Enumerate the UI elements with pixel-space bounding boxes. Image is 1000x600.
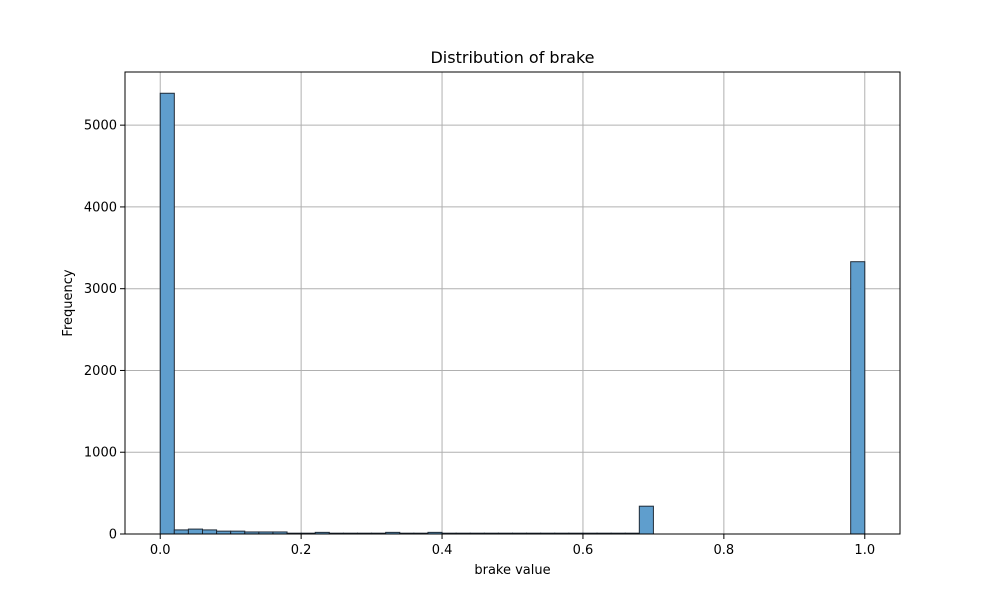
- x-tick-label: 1.0: [854, 543, 875, 558]
- grid-lines: [125, 72, 900, 535]
- x-tick-label: 0.6: [573, 543, 594, 558]
- histogram-bars: [159, 92, 866, 535]
- x-tick-label: 0.8: [714, 543, 735, 558]
- histogram-bar: [173, 529, 189, 535]
- axis-ticks: 0.0 0.2 0.4 0.6 0.8 1.0 0 1000 2000 3000 4000 5000: [84, 119, 875, 558]
- x-tick-label: 0.0: [150, 543, 171, 558]
- y-tick-label: 5000: [84, 119, 117, 134]
- x-tick-label: 0.4: [432, 543, 453, 558]
- y-tick-label: 4000: [84, 200, 117, 215]
- x-axis-label: brake value: [474, 563, 550, 578]
- histogram-bar: [638, 505, 654, 535]
- x-tick-label: 0.2: [291, 543, 312, 558]
- plot-area-frame: [124, 71, 901, 535]
- y-tick-label: 3000: [84, 282, 117, 297]
- chart-title: Distribution of brake: [430, 48, 594, 67]
- y-tick-label: 0: [109, 528, 117, 543]
- histogram-bar: [202, 529, 218, 535]
- histogram-bar: [850, 261, 866, 535]
- y-tick-label: 1000: [84, 446, 117, 461]
- histogram-bar: [159, 92, 175, 535]
- histogram-bar: [187, 528, 203, 535]
- y-tick-label: 2000: [84, 364, 117, 379]
- y-axis-label: Frequency: [61, 269, 76, 336]
